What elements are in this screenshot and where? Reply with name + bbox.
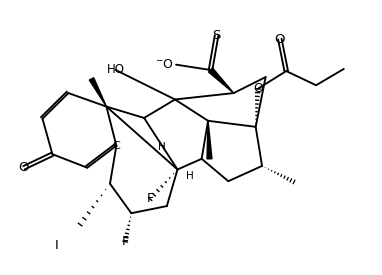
Text: HO: HO bbox=[107, 64, 125, 76]
Text: O: O bbox=[19, 161, 29, 174]
Text: H: H bbox=[186, 170, 194, 180]
Polygon shape bbox=[207, 121, 212, 159]
Text: $\mathregular{^{-}}$O: $\mathregular{^{-}}$O bbox=[155, 58, 174, 71]
Text: F: F bbox=[122, 235, 129, 248]
Text: H: H bbox=[158, 142, 166, 152]
Text: O: O bbox=[275, 32, 285, 46]
Text: S: S bbox=[212, 29, 221, 42]
Text: F: F bbox=[147, 192, 154, 205]
Text: O: O bbox=[253, 82, 263, 95]
Text: I: I bbox=[55, 239, 58, 252]
Polygon shape bbox=[89, 78, 107, 107]
Polygon shape bbox=[209, 68, 234, 93]
Text: C: C bbox=[113, 141, 120, 151]
